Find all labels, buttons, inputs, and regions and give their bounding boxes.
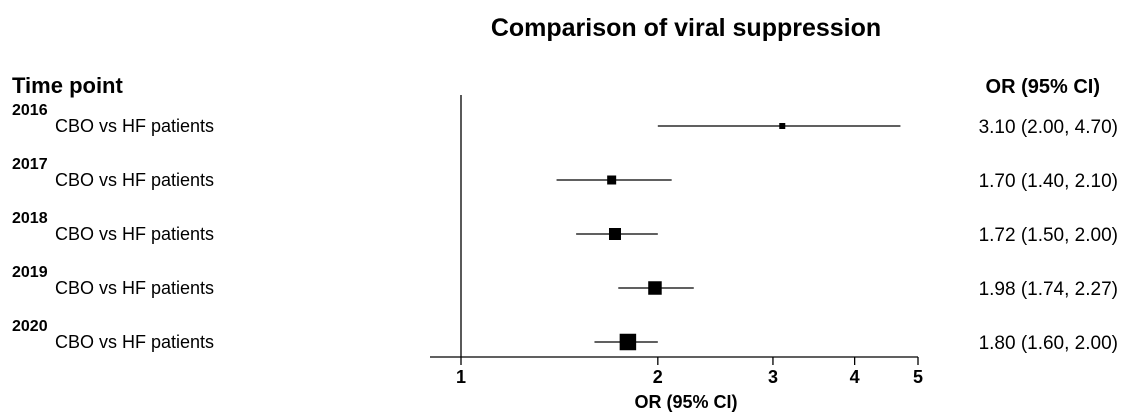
row-group-label: 2019	[12, 264, 48, 281]
x-axis-ticks: 1 2 3 4 5	[456, 357, 923, 387]
row-group-label: 2018	[12, 210, 48, 227]
row-group-label: 2016	[12, 102, 48, 119]
x-tick-label: 5	[913, 367, 923, 387]
x-tick-label: 1	[456, 367, 466, 387]
point-estimate-marker	[608, 228, 621, 240]
row-or-ci-value: 1.70 (1.40, 2.10)	[979, 171, 1118, 192]
row-comparison-label: CBO vs HF patients	[55, 170, 214, 190]
row-or-ci-value: 1.80 (1.60, 2.00)	[979, 333, 1118, 354]
x-tick-label: 4	[850, 367, 860, 387]
x-axis-title: OR (95% CI)	[634, 392, 737, 412]
left-column-header: Time point	[12, 73, 123, 98]
row-or-ci-value: 1.98 (1.74, 2.27)	[979, 279, 1118, 300]
row-or-ci-value: 3.10 (2.00, 4.70)	[979, 117, 1118, 138]
rows-layer: 2016 CBO vs HF patients 3.10 (2.00, 4.70) 2…	[12, 102, 1118, 354]
row-comparison-label: CBO vs HF patients	[55, 224, 214, 244]
x-tick-label: 2	[653, 367, 663, 387]
point-estimate-marker	[648, 281, 662, 295]
right-column-header: OR (95% CI)	[986, 76, 1100, 98]
row-group-label: 2020	[12, 318, 48, 335]
chart-title: Comparison of viral suppression	[491, 14, 881, 42]
row-comparison-label: CBO vs HF patients	[55, 278, 214, 298]
row-group-label: 2017	[12, 156, 48, 173]
point-estimate-marker	[779, 123, 786, 129]
row-comparison-label: CBO vs HF patients	[55, 332, 214, 352]
point-estimate-marker	[619, 333, 637, 351]
point-estimate-marker	[607, 175, 617, 185]
row-comparison-label: CBO vs HF patients	[55, 116, 214, 136]
row-or-ci-value: 1.72 (1.50, 2.00)	[979, 225, 1118, 246]
x-tick-label: 3	[768, 367, 778, 387]
